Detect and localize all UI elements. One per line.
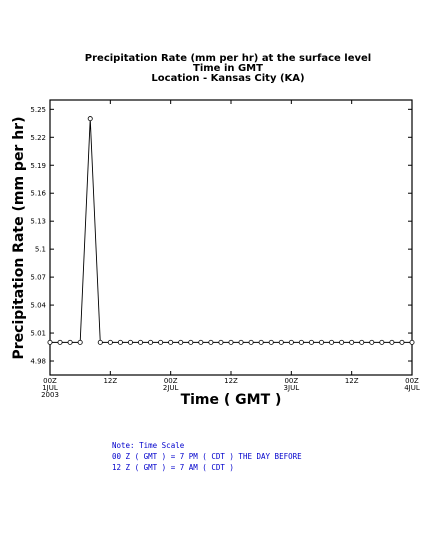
chart-title-line-3: Location - Kansas City (KA) bbox=[151, 73, 304, 84]
y-tick-label: 5.07 bbox=[30, 274, 46, 282]
y-tick-label: 5.1 bbox=[35, 246, 46, 254]
note-line-3: 12 Z ( GMT ) = 7 AM ( CDT ) bbox=[112, 463, 234, 472]
data-point bbox=[379, 339, 385, 345]
x-tick-label: 12Z bbox=[103, 377, 117, 385]
data-point bbox=[318, 339, 324, 345]
data-point bbox=[339, 339, 345, 345]
note-line-1: Note: Time Scale bbox=[112, 441, 185, 450]
data-point bbox=[359, 339, 365, 345]
x-tick-label: 00Z 3JUL bbox=[284, 377, 300, 392]
data-point bbox=[399, 339, 405, 345]
series-line bbox=[50, 118, 412, 343]
data-point bbox=[178, 339, 184, 345]
x-tick-label: 00Z 2JUL bbox=[163, 377, 179, 392]
y-tick-label: 5.01 bbox=[30, 330, 46, 338]
note-line-2: 00 Z ( GMT ) = 7 PM ( CDT ) THE DAY BEFO… bbox=[112, 452, 302, 461]
y-axis-ticks: 4.98 5.01 5.04 5.07 5.1 5.13 5.16 5.19 5.22 5.25 bbox=[30, 106, 412, 366]
data-point bbox=[168, 339, 174, 345]
data-point bbox=[47, 339, 53, 345]
y-tick-label: 5.04 bbox=[30, 302, 46, 310]
time-scale-note: Note: Time Scale 00 Z ( GMT ) = 7 PM ( C… bbox=[112, 440, 412, 473]
data-point bbox=[268, 339, 274, 345]
data-point bbox=[77, 339, 83, 345]
chart-title-line-2: Time in GMT bbox=[193, 63, 263, 74]
y-tick-label: 5.16 bbox=[30, 190, 46, 198]
y-tick-label: 5.25 bbox=[30, 106, 46, 114]
x-tick-label: 12Z bbox=[224, 377, 238, 385]
y-axis-label: Precipitation Rate (mm per hr) bbox=[11, 117, 27, 360]
data-point bbox=[57, 339, 63, 345]
data-point bbox=[158, 339, 164, 345]
chart-title-line-1: Precipitation Rate (mm per hr) at the su… bbox=[85, 53, 371, 64]
y-tick-label: 5.13 bbox=[30, 218, 46, 226]
data-point bbox=[308, 339, 314, 345]
data-point bbox=[238, 339, 244, 345]
data-point bbox=[228, 339, 234, 345]
x-axis-ticks: 00Z 1JUL 2003 12Z 00Z 2JUL 12Z 00Z 3JUL 12Z 00Z 4JU… bbox=[41, 100, 420, 399]
x-tick-label: 12Z bbox=[345, 377, 359, 385]
data-point bbox=[148, 339, 154, 345]
data-point bbox=[137, 339, 143, 345]
data-point bbox=[409, 339, 415, 345]
data-point bbox=[349, 339, 355, 345]
data-point bbox=[127, 339, 133, 345]
data-point bbox=[329, 339, 335, 345]
data-point bbox=[188, 339, 194, 345]
data-point bbox=[67, 339, 73, 345]
data-point bbox=[258, 339, 264, 345]
plot-frame bbox=[49, 99, 413, 376]
y-tick-label: 4.98 bbox=[30, 358, 46, 366]
data-point bbox=[208, 339, 214, 345]
data-point bbox=[278, 339, 284, 345]
y-tick-label: 5.19 bbox=[30, 162, 46, 170]
data-point bbox=[288, 339, 294, 345]
data-point bbox=[298, 339, 304, 345]
x-axis-label: Time ( GMT ) bbox=[181, 392, 282, 408]
data-point bbox=[117, 339, 123, 345]
data-point bbox=[107, 339, 113, 345]
data-point bbox=[248, 339, 254, 345]
y-tick-label: 5.22 bbox=[30, 134, 46, 142]
data-point bbox=[389, 339, 395, 345]
x-tick-label: 00Z 1JUL 2003 bbox=[41, 377, 59, 399]
data-point bbox=[369, 339, 375, 345]
data-point bbox=[218, 339, 224, 345]
data-point bbox=[198, 339, 204, 345]
data-point bbox=[87, 116, 93, 122]
series-layer bbox=[47, 116, 415, 345]
x-tick-label: 00Z 4JUL bbox=[404, 377, 420, 392]
data-point bbox=[97, 339, 103, 345]
